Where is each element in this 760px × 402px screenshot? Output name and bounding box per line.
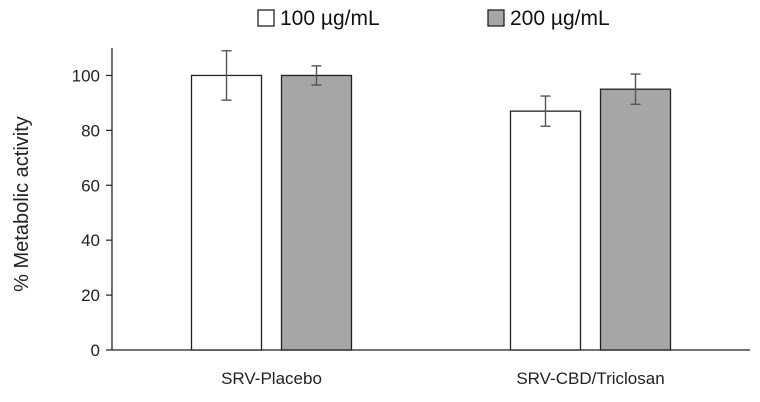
y-tick-label: 40 <box>81 231 100 250</box>
legend-swatch-100 <box>257 9 275 27</box>
y-axis-label: % Metabolic activity <box>11 116 33 292</box>
x-category-label: SRV-Placebo <box>221 369 322 388</box>
y-tick-label: 20 <box>81 286 100 305</box>
bar <box>190 74 263 351</box>
bar <box>509 110 582 351</box>
y-ticks: 0 20 40 60 80 100 <box>72 66 112 360</box>
y-tick-label: 80 <box>81 121 100 140</box>
legend-label-200: 200 µg/mL <box>510 7 610 30</box>
x-categories: SRV-Placebo SRV-CBD/Triclosan <box>221 369 665 388</box>
legend-swatch-200 <box>487 9 505 27</box>
x-category-label: SRV-CBD/Triclosan <box>516 369 664 388</box>
legend: 100 µg/mL 200 µg/mL <box>257 7 610 30</box>
y-tick-label: 60 <box>81 176 100 195</box>
y-tick-label: 0 <box>91 341 100 360</box>
bars <box>190 74 672 351</box>
legend-label-100: 100 µg/mL <box>280 7 380 30</box>
error-bars <box>221 50 641 127</box>
bar <box>599 88 672 351</box>
bar <box>280 74 353 351</box>
y-tick-label: 100 <box>72 66 100 85</box>
